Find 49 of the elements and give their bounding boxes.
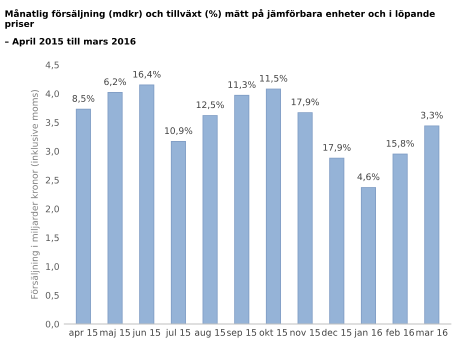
- bar: [424, 125, 440, 324]
- annotation: 11,3%: [228, 81, 256, 89]
- x-tick-label: jun 15: [132, 328, 160, 338]
- y-tick-label: 4,5: [46, 62, 59, 70]
- x-tick-label: apr 15: [69, 329, 98, 338]
- annotation: 6,2%: [104, 78, 126, 86]
- bar: [139, 84, 154, 324]
- y-tick-label: 2,0: [46, 206, 59, 214]
- annotation: 11,5%: [260, 74, 288, 83]
- y-tick-label: 1,5: [46, 234, 59, 242]
- x-tick-label: okt 15: [260, 328, 287, 336]
- x-tick-label: maj 15: [100, 328, 130, 338]
- annotation: 4,6%: [357, 173, 380, 182]
- bar: [360, 187, 376, 324]
- y-axis-title: Försäljning i miljarder kronor (inklusive moms): [30, 90, 40, 299]
- x-tick-label: nov 15: [290, 329, 320, 336]
- annotation: 17,9%: [292, 98, 319, 106]
- x-tick-label: aug 15: [194, 329, 225, 338]
- bar: [202, 115, 218, 324]
- bar: [298, 112, 313, 324]
- annotation: 16,4%: [133, 70, 161, 79]
- chart-title: Månatlig försäljning (mdkr) och tillväxt (%) mätt på jämförbara enheter och i löpande priser: [5, 9, 435, 29]
- annotation: 17,9%: [323, 144, 351, 152]
- y-tick-label: 4,0: [46, 90, 59, 98]
- y-tick-label: 3,0: [46, 148, 59, 156]
- x-tick-label: mar 16: [416, 329, 448, 336]
- x-tick-label: feb 16: [386, 328, 414, 336]
- bar: [76, 108, 91, 324]
- annotation: 8,5%: [72, 95, 94, 103]
- x-tick-label: dec 15: [322, 328, 352, 336]
- annotation: 3,3%: [421, 112, 443, 120]
- bar: [392, 154, 408, 324]
- chart-subtitle: – April 2015 till mars 2016: [5, 38, 136, 46]
- bar: [329, 158, 344, 324]
- y-tick-label: 1,0: [46, 263, 59, 271]
- y-tick-label: 3,5: [46, 119, 59, 127]
- bar: [266, 88, 281, 324]
- bar: [234, 94, 250, 324]
- x-tick-label: sep 15: [227, 329, 256, 338]
- annotation: 15,8%: [386, 140, 414, 148]
- annotation: 10,9%: [165, 127, 192, 136]
- x-tick-label: jul 15: [166, 328, 190, 338]
- x-tick-label: jan 16: [354, 328, 382, 338]
- annotation: 12,5%: [196, 101, 224, 110]
- y-tick-label: 2,5: [46, 176, 59, 184]
- y-tick-label: 0,0: [46, 320, 59, 328]
- bar: [108, 92, 123, 324]
- y-tick-label: 0,5: [46, 292, 59, 300]
- bar: [170, 140, 186, 324]
